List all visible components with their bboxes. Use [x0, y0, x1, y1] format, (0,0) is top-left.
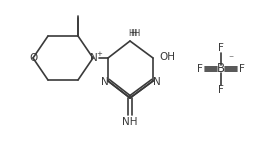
Text: F: F: [218, 85, 224, 95]
Text: NH: NH: [122, 117, 138, 127]
Text: N: N: [90, 53, 98, 63]
Text: F: F: [218, 43, 224, 53]
Text: N: N: [153, 77, 161, 87]
Text: B: B: [217, 62, 225, 75]
Text: H: H: [133, 29, 139, 38]
Text: OH: OH: [159, 52, 175, 62]
Text: N: N: [101, 77, 109, 87]
Text: H: H: [130, 28, 136, 38]
Text: +: +: [96, 51, 102, 57]
Text: F: F: [239, 64, 245, 74]
Text: F: F: [197, 64, 203, 74]
Text: H: H: [128, 29, 134, 38]
Text: ⁻: ⁻: [229, 54, 234, 64]
Text: O: O: [29, 53, 37, 63]
